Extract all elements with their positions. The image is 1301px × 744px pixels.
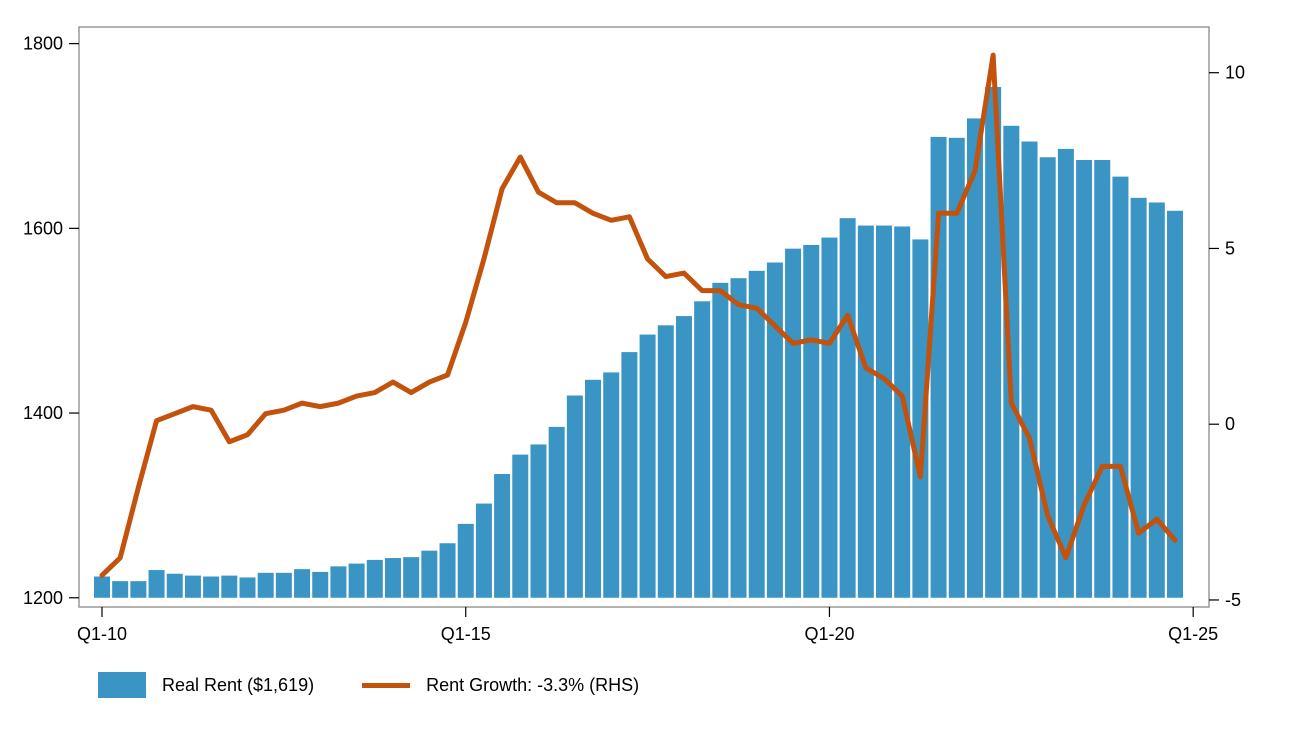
bar-real-rent	[366, 559, 383, 598]
bar-real-rent	[876, 225, 893, 598]
bar-real-rent	[1130, 197, 1147, 598]
bar-real-rent	[1039, 157, 1056, 598]
bar-real-rent	[930, 136, 947, 598]
bar-series	[94, 87, 1183, 598]
bar-real-rent	[966, 118, 983, 598]
legend-item-rent-growth: Rent Growth: -3.3% (RHS)	[362, 675, 639, 696]
bar-real-rent	[439, 543, 456, 598]
legend-swatch-bar	[98, 672, 146, 698]
legend: Real Rent ($1,619) Rent Growth: -3.3% (R…	[98, 672, 687, 698]
bar-real-rent	[348, 563, 365, 598]
bar-real-rent	[1148, 202, 1165, 598]
bar-real-rent	[566, 395, 583, 598]
bar-real-rent	[221, 575, 238, 598]
right-tick-label: 10	[1225, 63, 1245, 83]
bar-real-rent	[730, 278, 747, 598]
bar-real-rent	[294, 569, 311, 598]
bar-real-rent	[94, 576, 110, 598]
legend-swatch-line	[362, 682, 411, 688]
bar-real-rent	[985, 87, 1002, 598]
right-tick-label: -5	[1225, 590, 1241, 610]
bar-real-rent	[1112, 176, 1129, 598]
bar-real-rent	[912, 239, 929, 598]
right-y-axis: -5 0 5 10	[1209, 63, 1245, 610]
bar-real-rent	[948, 137, 965, 598]
bar-real-rent	[312, 571, 329, 598]
bar-real-rent	[548, 426, 565, 598]
bar-real-rent	[839, 218, 856, 598]
bar-real-rent	[239, 577, 256, 598]
bar-real-rent	[403, 557, 420, 598]
bar-real-rent	[785, 248, 802, 598]
bar-real-rent	[694, 301, 711, 598]
bar-real-rent	[112, 581, 129, 598]
bar-real-rent	[512, 454, 529, 598]
bar-real-rent	[748, 270, 765, 598]
bar-real-rent	[384, 558, 401, 598]
bar-real-rent	[657, 325, 674, 598]
left-tick-label: 1800	[23, 34, 63, 54]
left-y-axis: 1200 1400 1600 1800	[23, 34, 79, 608]
x-tick-label: Q1-25	[1168, 624, 1218, 644]
bar-real-rent	[166, 573, 183, 598]
bar-real-rent	[421, 550, 438, 598]
bar-real-rent	[494, 474, 511, 598]
right-tick-label: 5	[1225, 238, 1235, 258]
left-tick-label: 1600	[23, 218, 63, 238]
bar-real-rent	[530, 444, 547, 598]
bar-real-rent	[275, 572, 292, 598]
right-tick-label: 0	[1225, 414, 1235, 434]
bar-real-rent	[1076, 159, 1093, 598]
bar-real-rent	[639, 334, 656, 598]
x-tick-label: Q1-15	[441, 624, 491, 644]
bar-real-rent	[457, 523, 474, 598]
bar-real-rent	[1057, 148, 1074, 598]
bar-real-rent	[203, 576, 220, 598]
left-tick-label: 1400	[23, 403, 63, 423]
bar-real-rent	[148, 570, 165, 598]
x-tick-label: Q1-20	[804, 624, 854, 644]
bar-real-rent	[1167, 210, 1183, 598]
bar-real-rent	[894, 226, 911, 598]
bar-real-rent	[585, 379, 602, 598]
bar-real-rent	[1021, 141, 1038, 598]
bar-real-rent	[330, 566, 347, 598]
x-tick-label: Q1-10	[77, 624, 127, 644]
bar-real-rent	[1094, 159, 1111, 598]
legend-label-real-rent: Real Rent ($1,619)	[162, 674, 315, 695]
bar-real-rent	[857, 225, 874, 598]
bar-real-rent	[184, 575, 201, 598]
rent-growth-line	[99, 52, 1178, 578]
plot-frame	[78, 26, 1210, 608]
bar-real-rent	[130, 581, 147, 598]
bar-real-rent	[821, 237, 838, 598]
bar-real-rent	[675, 316, 692, 598]
bar-real-rent	[712, 282, 729, 598]
bar-real-rent	[257, 572, 274, 598]
bar-real-rent	[603, 372, 620, 598]
bar-real-rent	[803, 244, 820, 598]
legend-label-rent-growth: Rent Growth: -3.3% (RHS)	[426, 674, 640, 695]
left-tick-label: 1200	[23, 588, 63, 608]
bar-real-rent	[766, 262, 783, 598]
x-axis: Q1-10 Q1-15 Q1-20 Q1-25	[77, 607, 1218, 644]
bar-real-rent	[475, 503, 492, 598]
legend-item-real-rent: Real Rent ($1,619)	[98, 672, 314, 698]
bar-real-rent	[621, 352, 638, 598]
